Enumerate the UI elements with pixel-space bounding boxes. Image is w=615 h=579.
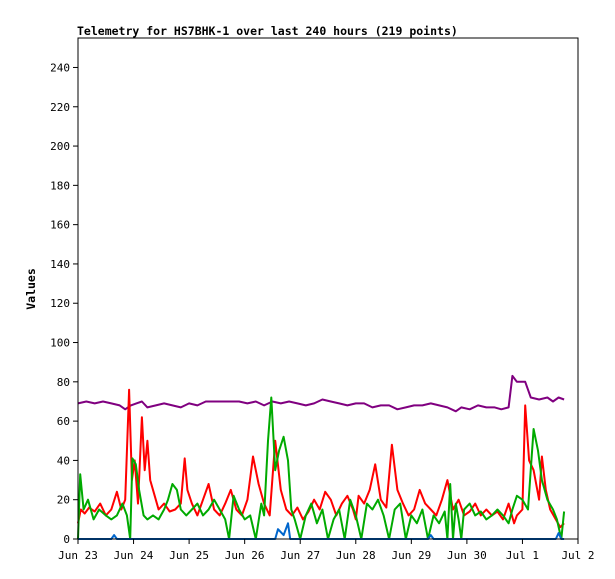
x-tick-label: Jun 25 [169, 549, 209, 562]
x-tick-label: Jun 23 [58, 549, 98, 562]
y-tick-label: 160 [50, 219, 70, 232]
x-tick-label: Jun 24 [114, 549, 154, 562]
y-tick-label: 180 [50, 179, 70, 192]
series-line-3 [77, 396, 566, 540]
y-tick-label: 0 [63, 533, 70, 546]
y-tick-label: 200 [50, 140, 70, 153]
y-tick-label: 20 [57, 494, 70, 507]
x-tick-label: Jun 29 [391, 549, 431, 562]
y-tick-label: 240 [50, 61, 70, 74]
x-tick-label: Jun 26 [225, 549, 265, 562]
y-tick-label: 100 [50, 337, 70, 350]
series-line-1 [77, 374, 565, 413]
x-tick-label: Jun 30 [447, 549, 487, 562]
y-tick-label: 40 [57, 454, 70, 467]
y-axis: 0 20 40 60 80 100 120 140 160 180 200 220 240 [50, 61, 78, 546]
series-line-2 [77, 388, 565, 529]
x-axis: Jun 23 Jun 24 Jun 25 Jun 26 Jun 27 Jun 28 Jun … [58, 539, 595, 562]
y-tick-label: 120 [50, 297, 70, 310]
series-layer [77, 374, 566, 540]
y-tick-label: 60 [57, 415, 70, 428]
y-tick-label: 220 [50, 101, 70, 114]
x-tick-label: Jul 2 [561, 549, 594, 562]
y-tick-label: 140 [50, 258, 70, 271]
x-tick-label: Jun 27 [280, 549, 320, 562]
y-axis-label: Values [24, 268, 38, 310]
chart-title: Telemetry for HS7BHK-1 over last 240 hou… [77, 24, 458, 38]
x-tick-label: Jul 1 [506, 549, 539, 562]
x-tick-label: Jun 28 [336, 549, 376, 562]
plot-area-frame [77, 37, 579, 540]
series-line-4 [78, 522, 565, 540]
y-tick-label: 80 [57, 376, 70, 389]
